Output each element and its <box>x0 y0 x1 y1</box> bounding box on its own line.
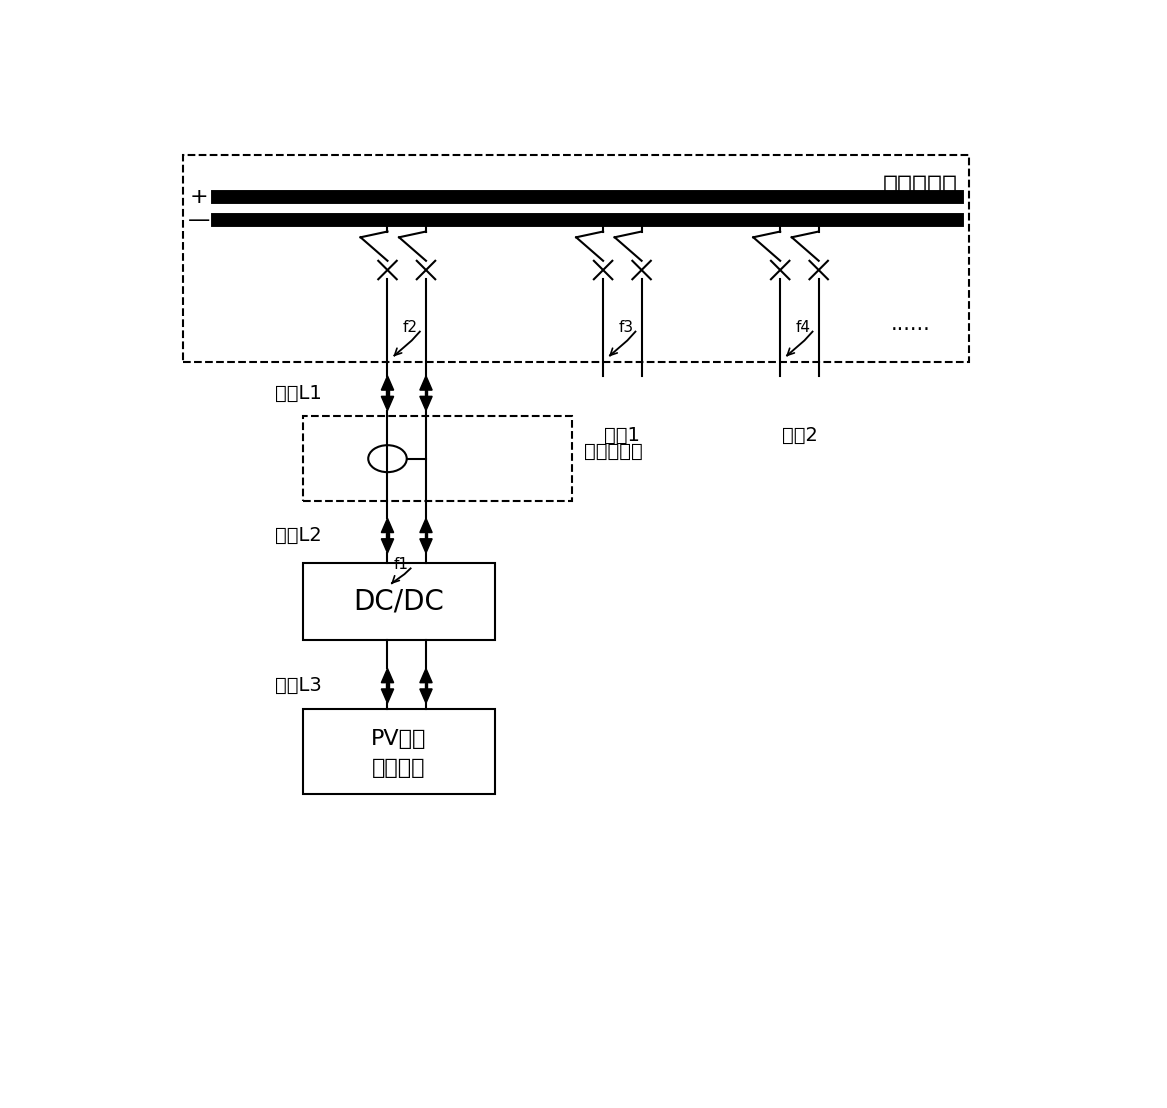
Bar <box>302 709 495 793</box>
Polygon shape <box>420 397 432 411</box>
Text: +: + <box>189 187 208 207</box>
Polygon shape <box>420 519 432 533</box>
Polygon shape <box>425 390 427 397</box>
Polygon shape <box>382 668 393 683</box>
Polygon shape <box>420 689 432 704</box>
Polygon shape <box>425 533 427 538</box>
Polygon shape <box>382 397 393 411</box>
Text: DC/DC: DC/DC <box>354 587 445 615</box>
Bar <box>183 154 969 362</box>
Text: 馈线2: 馈线2 <box>782 427 817 445</box>
Bar <box>302 417 572 501</box>
Polygon shape <box>386 533 389 538</box>
Text: 直流配电柜: 直流配电柜 <box>882 174 957 197</box>
Text: —: — <box>188 211 210 230</box>
Polygon shape <box>382 538 393 553</box>
Polygon shape <box>420 376 432 390</box>
Bar <box>302 563 495 639</box>
Text: 及汇流箱: 及汇流箱 <box>372 758 426 778</box>
Polygon shape <box>382 519 393 533</box>
Polygon shape <box>382 689 393 704</box>
Text: 直流计量柜: 直流计量柜 <box>584 441 643 461</box>
Text: f1: f1 <box>393 557 408 572</box>
Polygon shape <box>425 683 427 689</box>
Text: f2: f2 <box>403 320 418 336</box>
Text: 电缆L2: 电缆L2 <box>275 526 322 545</box>
Polygon shape <box>386 683 389 689</box>
Text: 电缆L3: 电缆L3 <box>275 676 322 696</box>
Text: PV阵列: PV阵列 <box>371 729 427 749</box>
Text: 馈线1: 馈线1 <box>605 427 641 445</box>
Polygon shape <box>386 390 389 397</box>
Text: f3: f3 <box>619 320 634 336</box>
Text: f4: f4 <box>796 320 811 336</box>
Polygon shape <box>420 668 432 683</box>
Text: ......: ...... <box>892 314 931 334</box>
Polygon shape <box>420 538 432 553</box>
Polygon shape <box>382 376 393 390</box>
Text: 电缆L1: 电缆L1 <box>275 383 322 402</box>
